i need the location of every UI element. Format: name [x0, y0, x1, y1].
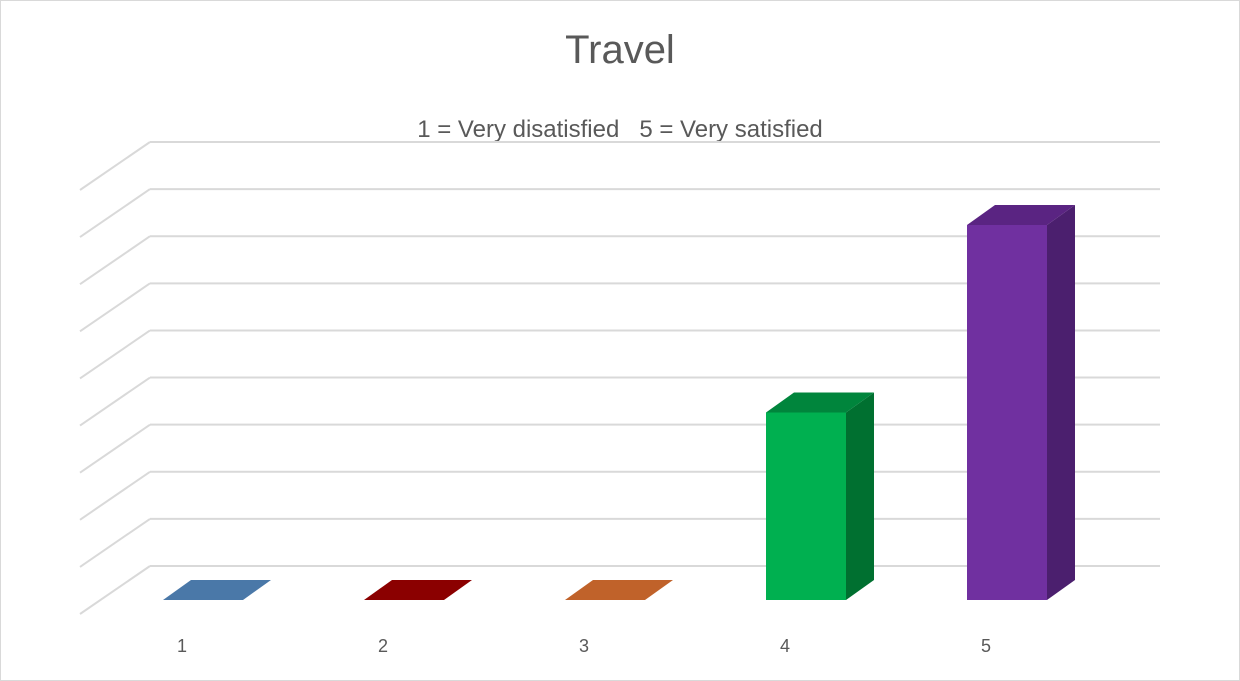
- gridline-diagonal: [79, 235, 151, 286]
- chart-title: Travel: [565, 28, 675, 72]
- bar-top-3: [565, 580, 673, 600]
- bar-top-4: [766, 392, 874, 413]
- gridline-diagonal: [79, 329, 151, 380]
- bar-top-2: [364, 580, 472, 600]
- x-tick-label: 3: [579, 636, 589, 656]
- bars: [163, 205, 1075, 600]
- bar-side-5: [1047, 205, 1075, 600]
- x-tick-label: 2: [378, 636, 388, 656]
- gridline-diagonal: [79, 565, 151, 615]
- gridline-diagonal: [79, 423, 151, 474]
- bar-top-1: [163, 580, 271, 600]
- bar-side-4: [846, 392, 874, 600]
- gridline-diagonal: [79, 141, 151, 191]
- x-tick-label: 1: [177, 636, 187, 656]
- gridline-diagonal: [79, 470, 151, 521]
- x-tick-labels: 1 2 3 4 5: [177, 636, 991, 656]
- bar-5: [967, 225, 1047, 600]
- gridline-diagonal: [79, 518, 151, 568]
- bar-4: [766, 412, 846, 600]
- chart-subtitle: 1 = Very disatisfied 5 = Very satisfied: [417, 116, 823, 143]
- x-tick-label: 5: [981, 636, 991, 656]
- x-tick-label: 4: [780, 636, 790, 656]
- gridline-diagonal: [79, 188, 151, 238]
- gridline-diagonal: [79, 282, 151, 333]
- gridline-diagonal: [79, 376, 151, 427]
- bar-top-5: [967, 205, 1075, 225]
